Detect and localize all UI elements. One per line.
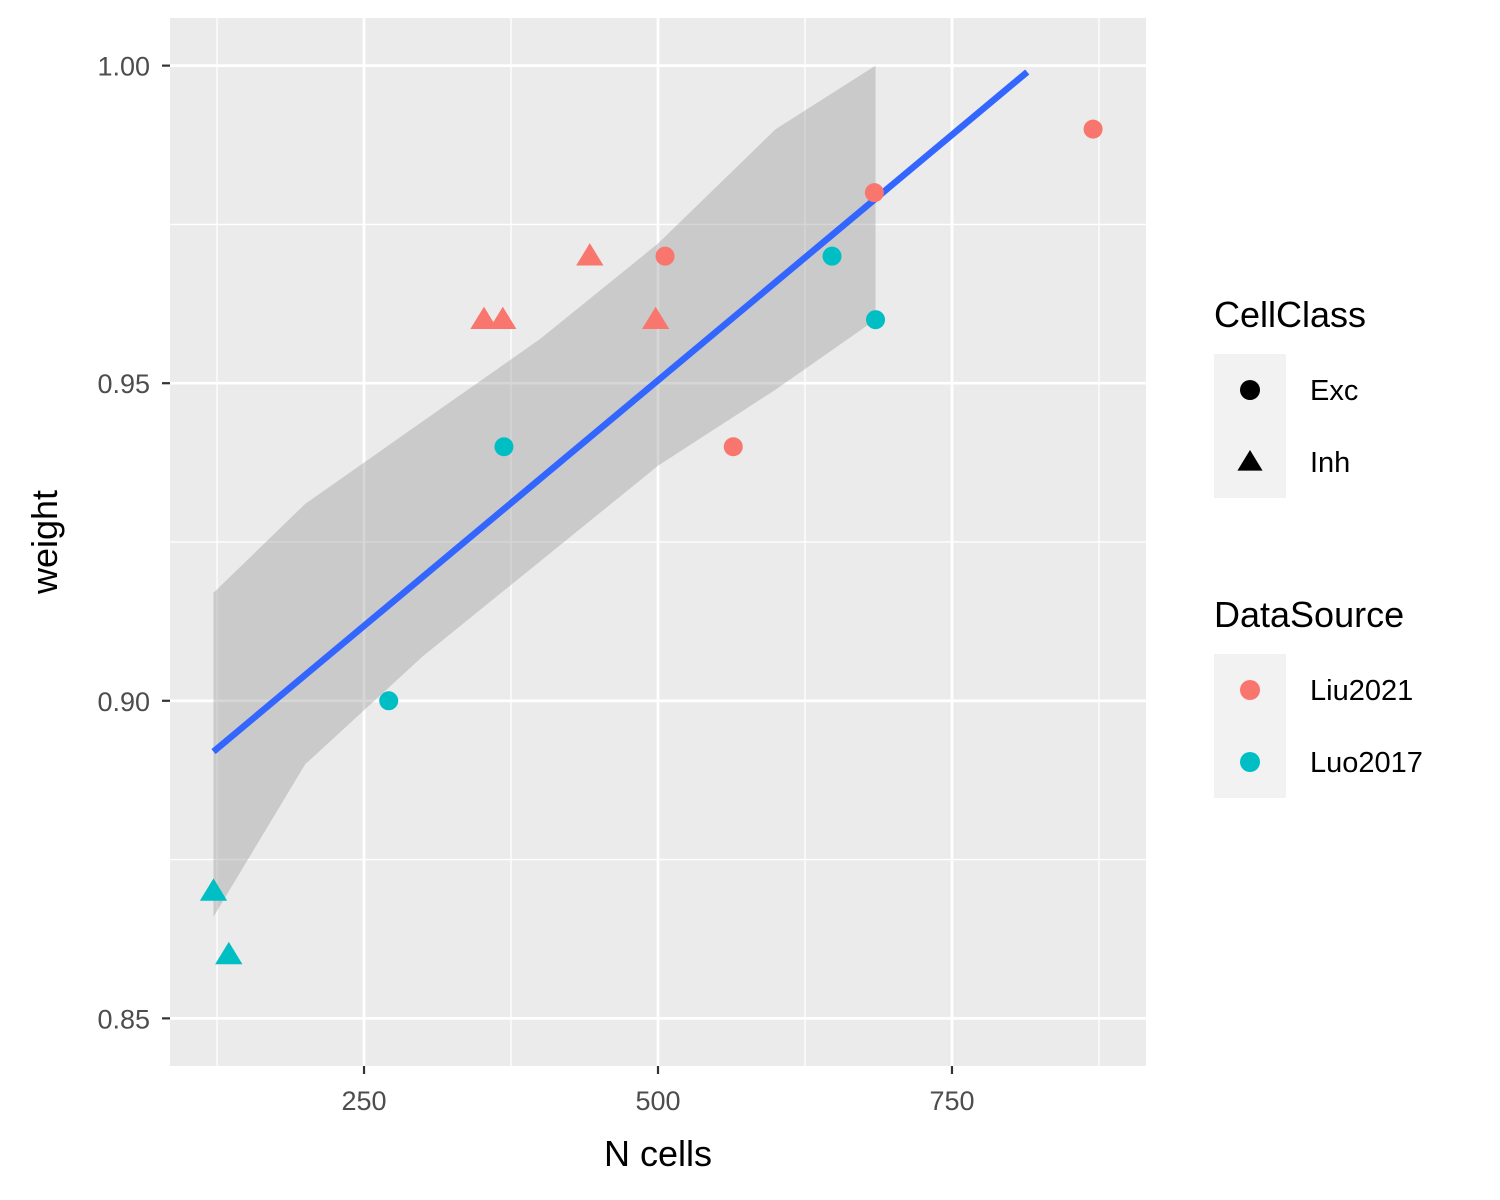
x-tick-label: 500 — [635, 1086, 680, 1116]
legend-title: DataSource — [1214, 594, 1404, 635]
legend-key-liu2021 — [1240, 680, 1260, 700]
data-point-liu2021 — [576, 243, 604, 266]
data-point-luo2017 — [494, 437, 514, 457]
regression-line — [211, 69, 1030, 755]
x-tick-label: 250 — [341, 1086, 386, 1116]
legend-label: Liu2021 — [1310, 675, 1413, 707]
data-point-liu2021 — [655, 246, 675, 266]
data-point-luo2017 — [822, 246, 842, 266]
y-tick-label: 0.85 — [97, 1004, 150, 1034]
legend-key-luo2017 — [1240, 752, 1260, 772]
data-point-luo2017 — [215, 941, 243, 965]
legend-title: CellClass — [1214, 294, 1366, 335]
legend-label: Luo2017 — [1310, 747, 1423, 779]
legend-key-exc — [1240, 380, 1260, 400]
y-tick-label: 0.95 — [97, 369, 150, 399]
data-point-liu2021 — [723, 437, 743, 457]
legend-key-background — [1214, 354, 1286, 498]
data-point-liu2021 — [641, 306, 670, 330]
y-tick-label: 0.90 — [97, 687, 150, 717]
confidence-band — [213, 65, 876, 917]
legend-key-background — [1214, 654, 1286, 798]
y-axis-title: weight — [24, 490, 65, 595]
x-tick-label: 750 — [929, 1086, 974, 1116]
y-tick-label: 1.00 — [97, 52, 150, 82]
data-point-luo2017 — [379, 691, 399, 711]
data-point-luo2017 — [199, 878, 228, 901]
legend-label: Inh — [1310, 447, 1350, 479]
data-point-liu2021 — [1083, 119, 1103, 139]
data-point-luo2017 — [866, 310, 886, 330]
legend-key-inh — [1237, 450, 1263, 471]
data-point-liu2021 — [864, 183, 884, 203]
x-axis-title: N cells — [604, 1133, 712, 1174]
legend-label: Exc — [1310, 375, 1358, 407]
data-point-liu2021 — [489, 306, 517, 330]
data-point-liu2021 — [470, 306, 498, 330]
